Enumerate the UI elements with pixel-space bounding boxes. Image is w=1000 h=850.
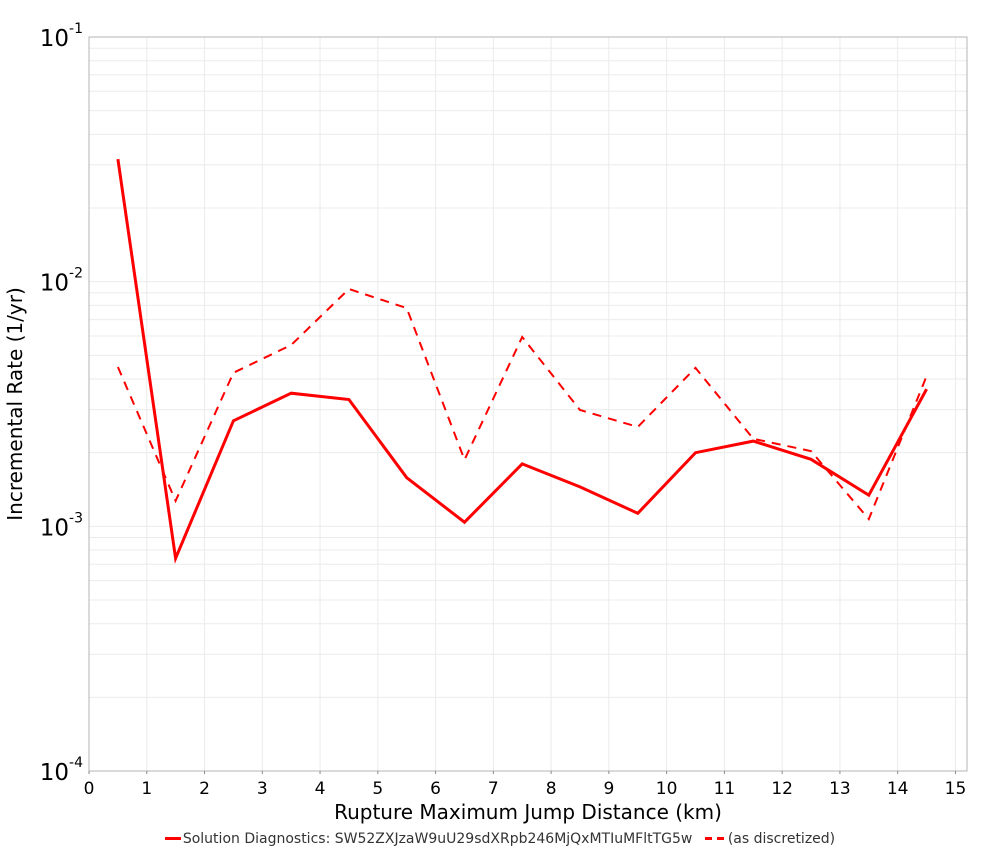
x-axis-title: Rupture Maximum Jump Distance (km) [334, 800, 722, 824]
legend-label-solution: Solution Diagnostics: SW52ZXJzaW9uU29sdX… [182, 830, 693, 847]
y-tick-label: 10-4 [40, 755, 83, 786]
series-lines [116, 158, 928, 564]
legend-item-discretized: (as discretized) [697, 831, 835, 847]
x-tick-label: 1 [141, 779, 152, 799]
x-tick-label: 15 [945, 779, 967, 799]
discretized-series-line [116, 287, 928, 522]
x-tick-label: 10 [656, 779, 678, 799]
y-axis-title: Incremental Rate (1/yr) [3, 287, 27, 520]
x-tick-label: 9 [603, 779, 614, 799]
x-axis-ticks: 0 1 2 3 4 5 6 7 8 9 10 11 12 13 14 15 [84, 771, 967, 799]
solid-line-swatch-icon [164, 837, 181, 840]
legend-item-solution: Solution Diagnostics: SW52ZXJzaW9uU29sdX… [164, 830, 693, 847]
solution-series-line [116, 158, 928, 564]
x-tick-label: 7 [488, 779, 499, 799]
x-tick-label: 5 [372, 779, 383, 799]
x-tick-label: 12 [771, 779, 793, 799]
x-tick-label: 0 [84, 779, 95, 799]
y-tick-label: 10-3 [40, 510, 83, 541]
y-tick-label: 10-2 [40, 266, 83, 297]
x-tick-label: 11 [714, 779, 736, 799]
x-tick-label: 4 [315, 779, 326, 799]
x-tick-label: 8 [546, 779, 557, 799]
grid-lines [88, 37, 967, 772]
x-tick-label: 13 [829, 779, 851, 799]
x-tick-label: 14 [887, 779, 909, 799]
x-tick-label: 3 [257, 779, 268, 799]
y-tick-label: 10-1 [40, 21, 83, 52]
dashed-line-swatch-icon [704, 837, 724, 840]
plot-area [88, 36, 968, 772]
x-tick-label: 6 [430, 779, 441, 799]
y-axis-ticks: 10-1 10-2 10-3 10-4 [40, 21, 83, 786]
legend-label-discretized: (as discretized) [727, 830, 836, 847]
x-tick-label: 2 [199, 779, 210, 799]
legend: Solution Diagnostics: SW52ZXJzaW9uU29sdX… [0, 828, 1000, 847]
